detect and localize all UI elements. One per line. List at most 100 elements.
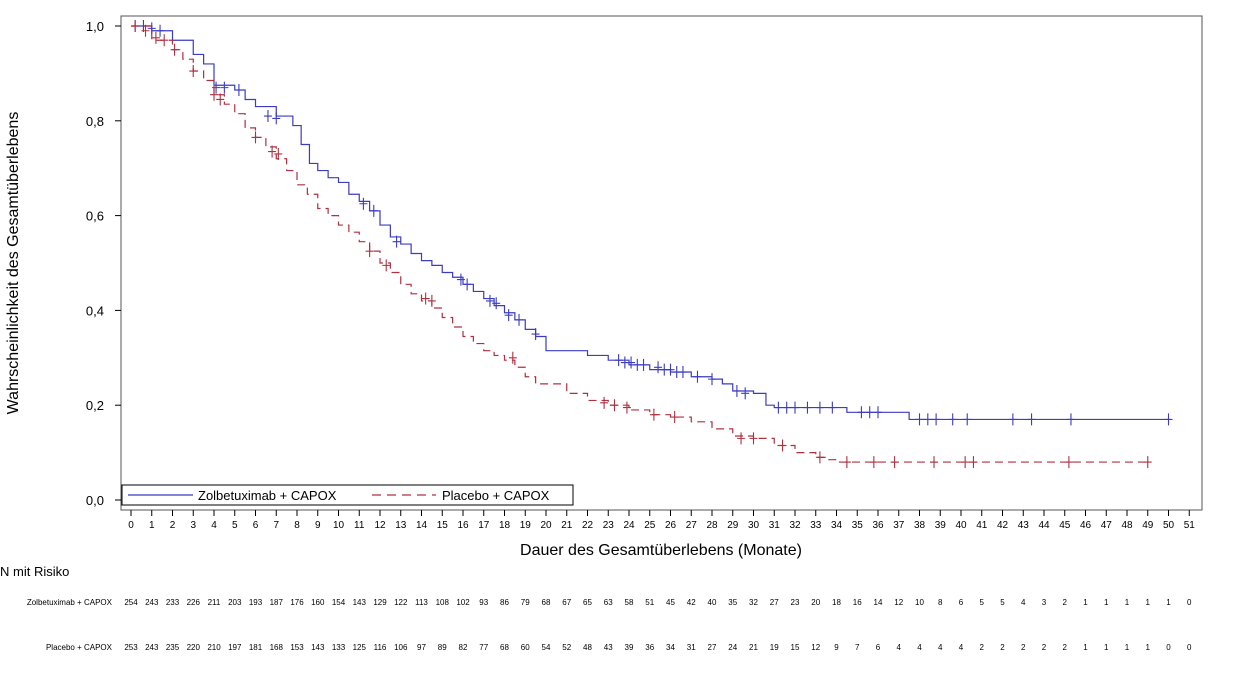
risk-count: 60: [520, 643, 530, 652]
censor-mark: [930, 456, 939, 469]
censor-mark: [263, 110, 272, 123]
x-tick-label: 8: [294, 520, 300, 531]
risk-count: 203: [228, 598, 242, 607]
censor-mark: [865, 406, 874, 419]
legend-label-placebo: Placebo + CAPOX: [442, 488, 550, 503]
risk-count: 12: [894, 598, 904, 607]
risk-count: 34: [666, 643, 675, 652]
censor-mark: [622, 401, 631, 414]
x-tick-label: 47: [1101, 520, 1113, 531]
x-tick-label: 19: [520, 520, 532, 531]
x-tick-label: 5: [232, 520, 238, 531]
risk-count: 113: [415, 598, 428, 607]
risk-count: 108: [435, 598, 449, 607]
censor-mark: [874, 406, 882, 419]
risk-count: 4: [896, 643, 901, 652]
censor-mark: [963, 413, 972, 426]
x-tick-label: 34: [831, 520, 843, 531]
risk-count: 40: [707, 598, 717, 607]
risk-count: 16: [852, 598, 862, 607]
risk-count: 3: [1041, 598, 1047, 607]
x-tick-label: 3: [190, 520, 196, 531]
censor-mark: [210, 88, 218, 101]
censor-mark: [639, 358, 648, 371]
censor-mark: [156, 24, 165, 37]
x-tick-label: 39: [935, 520, 947, 531]
risk-count: 187: [269, 598, 283, 607]
risk-count: 23: [790, 598, 800, 607]
x-tick-label: 11: [354, 520, 365, 531]
risk-count: 36: [645, 643, 655, 652]
censor-mark: [456, 273, 465, 286]
risk-count: 35: [728, 598, 738, 607]
survival-curves: [131, 20, 1173, 469]
risk-count: 6: [875, 643, 881, 652]
x-tick-label: 14: [416, 520, 428, 531]
x-tick-label: 22: [582, 520, 594, 531]
censor-mark: [749, 432, 758, 445]
censor-mark: [948, 413, 957, 426]
x-axis-title: Dauer des Gesamtüberlebens (Monate): [520, 542, 802, 559]
risk-count: 133: [331, 643, 346, 652]
risk-count: 63: [603, 598, 613, 607]
risk-count: 79: [520, 598, 530, 607]
y-tick-label: 0,8: [86, 114, 104, 129]
censor-mark: [782, 401, 791, 414]
censor-mark: [492, 297, 501, 310]
risk-count: 32: [749, 598, 758, 607]
risk-count: 89: [437, 643, 447, 652]
x-tick-label: 1: [149, 520, 155, 531]
risk-count: 31: [686, 643, 696, 652]
censor-mark: [969, 456, 978, 469]
risk-count: 154: [331, 598, 346, 607]
censor-mark: [614, 354, 623, 367]
x-tick-label: 41: [976, 520, 988, 531]
censor-mark: [131, 20, 140, 32]
risk-count: 122: [394, 598, 408, 607]
risk-count: 1: [1124, 598, 1130, 607]
risk-count: 243: [145, 598, 159, 607]
risk-row-label: Zolbetuximab + CAPOX: [26, 598, 112, 607]
y-axis: 0,0 0,2 0,4 0,6 0,8 1,0: [86, 19, 121, 508]
risk-count: 226: [186, 598, 200, 607]
risk-count: 2: [1062, 598, 1067, 607]
risk-count: 24: [728, 643, 738, 652]
risk-count: 125: [352, 643, 366, 652]
x-tick-label: 46: [1080, 520, 1092, 531]
risk-count: 5: [979, 598, 984, 607]
risk-count: 0: [1187, 598, 1192, 607]
y-axis-title: Wahrscheinlichkeit des Gesamtüberlebens: [5, 112, 22, 415]
risk-count: 102: [456, 598, 470, 607]
x-tick-label: 12: [374, 520, 386, 531]
risk-count: 51: [645, 598, 655, 607]
censor-mark: [1066, 413, 1075, 426]
censor-mark: [365, 245, 374, 258]
censor-mark: [815, 401, 824, 414]
censor-mark: [961, 456, 970, 469]
risk-count: 12: [811, 643, 821, 652]
censor-mark: [1143, 456, 1152, 469]
risk-count: 20: [811, 598, 821, 607]
censor-mark: [251, 131, 260, 144]
x-tick-label: 21: [561, 520, 573, 531]
risk-count: 176: [290, 598, 304, 607]
censor-mark: [189, 65, 198, 78]
x-tick-label: 27: [686, 520, 698, 531]
risk-count: 254: [124, 598, 138, 607]
censor-mark: [610, 399, 619, 412]
censor-mark: [508, 351, 517, 364]
risk-count: 27: [769, 598, 779, 607]
censor-mark: [649, 408, 658, 421]
y-tick-label: 0,2: [86, 398, 104, 413]
y-tick-label: 0,4: [86, 303, 104, 318]
risk-count: 116: [373, 643, 387, 652]
risk-count: 82: [458, 643, 468, 652]
censor-mark: [274, 147, 283, 160]
risk-count: 2: [1000, 643, 1005, 652]
risk-count: 21: [749, 643, 758, 652]
censor-mark: [216, 93, 225, 106]
censor-mark: [708, 373, 716, 386]
censor-mark: [369, 204, 378, 217]
censor-mark: [890, 456, 899, 469]
risk-count: 7: [855, 643, 860, 652]
